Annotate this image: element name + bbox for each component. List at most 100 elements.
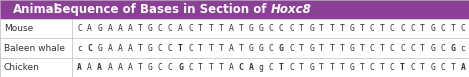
Text: C: C [269, 44, 274, 53]
Text: G: G [309, 24, 314, 33]
Text: Sequence of Bases in Section of: Sequence of Bases in Section of [54, 3, 271, 16]
Text: C: C [269, 24, 274, 33]
Text: T: T [299, 44, 304, 53]
Text: A: A [461, 63, 465, 72]
Text: C: C [461, 24, 465, 33]
Text: C: C [239, 63, 243, 72]
Text: C: C [440, 63, 445, 72]
Text: C: C [370, 24, 375, 33]
Text: T: T [420, 44, 425, 53]
Bar [0, 58, 469, 77]
Text: C: C [87, 44, 92, 53]
Text: Hoxc8: Hoxc8 [271, 3, 311, 16]
Text: C: C [168, 44, 173, 53]
Text: C: C [410, 44, 415, 53]
Bar [0, 38, 469, 58]
Text: T: T [451, 63, 455, 72]
Text: T: T [138, 24, 143, 33]
Text: T: T [340, 63, 344, 72]
Text: C: C [289, 63, 294, 72]
Text: g: g [259, 63, 264, 72]
Text: C: C [158, 63, 163, 72]
Text: T: T [360, 63, 364, 72]
Text: A: A [228, 24, 234, 33]
Text: C: C [410, 63, 415, 72]
Text: C: C [168, 63, 173, 72]
Text: G: G [309, 44, 314, 53]
Text: C: C [390, 44, 395, 53]
Text: C: C [370, 63, 375, 72]
Text: C: C [188, 24, 193, 33]
Text: C: C [188, 44, 193, 53]
Text: T: T [138, 63, 143, 72]
Text: A: A [77, 63, 82, 72]
Text: G: G [259, 44, 264, 53]
Text: c: c [461, 44, 465, 53]
Text: T: T [451, 24, 455, 33]
Text: C: C [158, 24, 163, 33]
Text: T: T [340, 24, 344, 33]
Text: T: T [380, 44, 385, 53]
Text: T: T [208, 24, 213, 33]
Text: G: G [431, 24, 435, 33]
Text: T: T [319, 63, 324, 72]
Text: T: T [360, 24, 364, 33]
Text: G: G [349, 63, 355, 72]
Text: T: T [299, 63, 304, 72]
Text: C: C [188, 63, 193, 72]
Text: T: T [279, 63, 284, 72]
Text: G: G [349, 24, 355, 33]
Text: T: T [219, 63, 223, 72]
Text: G: G [98, 44, 102, 53]
Text: G: G [249, 44, 254, 53]
Text: A: A [228, 63, 234, 72]
Text: G: G [98, 24, 102, 33]
Text: T: T [319, 24, 324, 33]
Text: C: C [390, 63, 395, 72]
Text: T: T [380, 63, 385, 72]
Text: T: T [239, 44, 243, 53]
Text: A: A [107, 24, 112, 33]
Text: T: T [420, 63, 425, 72]
Bar [0, 19, 469, 38]
Text: T: T [340, 44, 344, 53]
Text: T: T [329, 63, 334, 72]
Text: C: C [370, 44, 375, 53]
Text: C: C [400, 44, 405, 53]
Text: G: G [249, 24, 254, 33]
Text: C: C [289, 24, 294, 33]
Text: Animal: Animal [13, 3, 59, 16]
Text: A: A [128, 44, 133, 53]
Text: T: T [319, 44, 324, 53]
Text: G: G [178, 63, 183, 72]
Text: T: T [239, 24, 243, 33]
Text: C: C [158, 44, 163, 53]
Text: A: A [128, 24, 133, 33]
Text: Mouse: Mouse [4, 24, 33, 33]
Text: A: A [178, 24, 183, 33]
Text: T: T [380, 24, 385, 33]
Text: A: A [107, 44, 112, 53]
Text: G: G [279, 44, 284, 53]
Text: T: T [208, 63, 213, 72]
Text: C: C [168, 24, 173, 33]
Text: A: A [118, 24, 122, 33]
Text: G: G [451, 44, 455, 53]
Text: A: A [128, 63, 133, 72]
Text: C: C [440, 24, 445, 33]
Text: A: A [87, 24, 92, 33]
Text: G: G [349, 44, 355, 53]
Text: T: T [360, 44, 364, 53]
Text: T: T [299, 24, 304, 33]
Text: A: A [87, 63, 92, 72]
Bar [0, 0, 469, 19]
Text: Chicken: Chicken [4, 63, 39, 72]
Text: T: T [198, 44, 203, 53]
Text: G: G [431, 44, 435, 53]
Text: C: C [269, 63, 274, 72]
Text: A: A [228, 44, 234, 53]
Text: C: C [440, 44, 445, 53]
Text: T: T [198, 63, 203, 72]
Text: A: A [107, 63, 112, 72]
Text: G: G [148, 63, 153, 72]
